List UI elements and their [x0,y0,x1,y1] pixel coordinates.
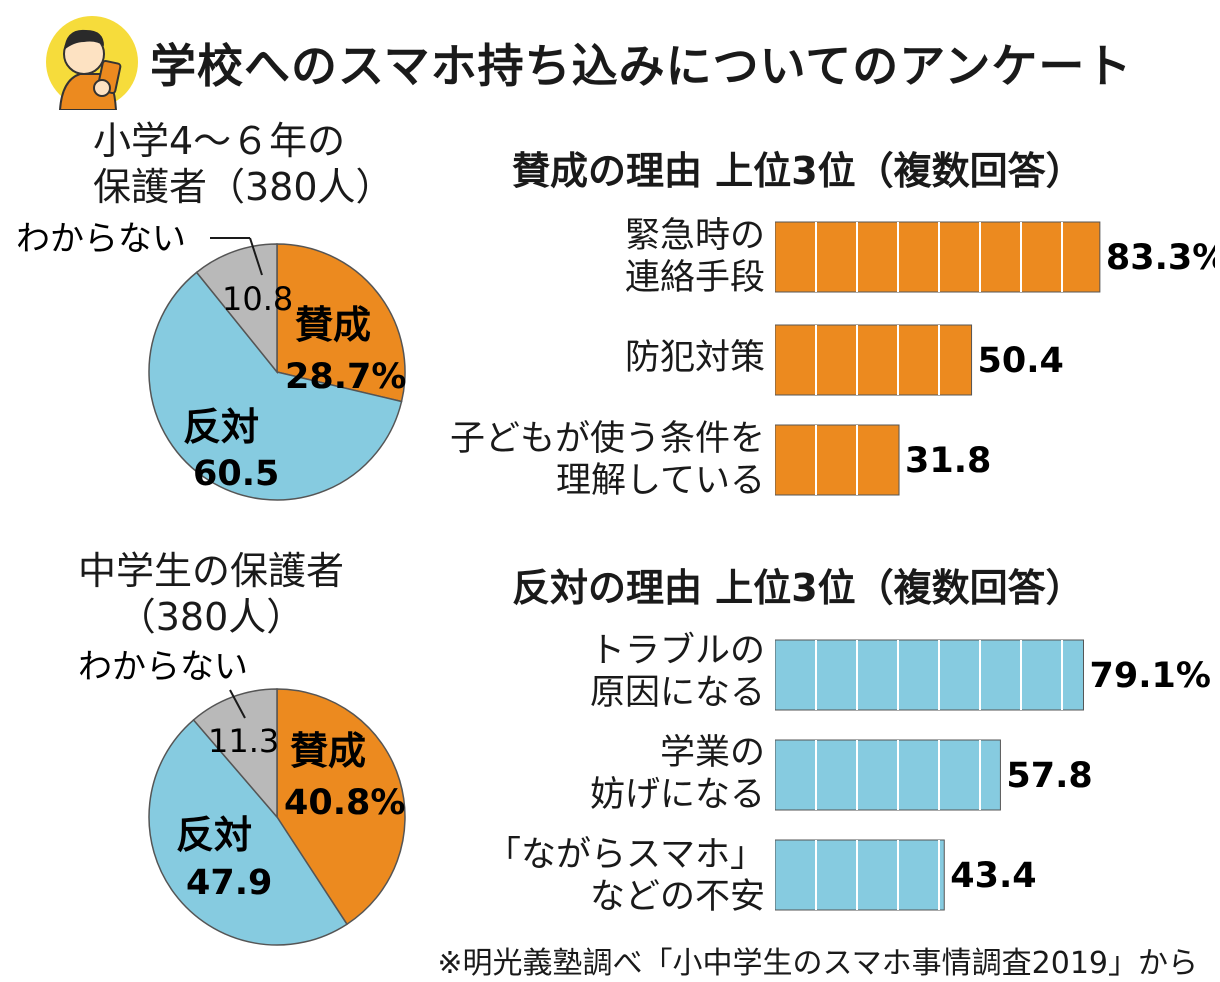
pie2-slice-unknown [192,688,278,820]
pie1-title-line2: 保護者（380人） [93,165,394,209]
bar2-bar-0 [775,639,1084,711]
bar1-category-2: 子どもが使う条件を 理解している [450,418,765,502]
pie1-title-line1: 小学4～６年の [93,119,346,163]
pie2-slice-oppose [148,718,348,946]
bar1-category-2-line1: 子どもが使う条件を [449,419,765,459]
bar1-bar-rect-1 [775,324,973,396]
bar1-category-1: 防犯対策 [625,337,765,379]
pie2-approve-label: 賛成 [290,729,366,773]
bar2-category-1: 学業の 妨げになる [590,732,765,816]
pie2-title-line2: （380人） [117,595,305,639]
bar2-category-2-line2: などの不安 [589,877,765,917]
pie1-unknown-label: わからない [16,219,186,259]
bar2-value-label-1: 57.8 [1006,756,1092,796]
bar2-bar-rect-0 [775,639,1084,711]
bar2-category-2: 「ながらスマホ」 などの不安 [486,834,765,918]
pie2-unknown-leader [229,689,246,719]
bar2-category-2-line1: 「ながらスマホ」 [486,835,765,875]
pie2-unknown-label: わからない [78,647,248,687]
bar1-value-label-2: 31.8 [905,441,991,481]
bar1-category-1-line1: 防犯対策 [624,338,765,378]
pie2-title-line1: 中学生の保護者 [78,549,345,593]
pie2-oppose-label: 反対 [176,813,252,857]
pie2-title: 中学生の保護者 （380人） [78,548,344,640]
bar1-bar-0 [775,221,1101,293]
bar2-category-0-line1: トラブルの [589,631,765,671]
bar2-category-0-line2: 原因になる [589,673,765,713]
pie2-unknown-value: 11.3 [208,722,279,760]
pie1-approve-label: 賛成 [295,303,371,347]
pie1-oppose-label: 反対 [183,405,259,449]
bar1-plot: 83.3% 50.4 31.8 [775,221,1215,496]
pie1-title: 小学4～６年の 保護者（380人） [93,118,394,210]
page-title: 学校へのスマホ持ち込みについてのアンケート [150,39,1133,93]
pie1-slice-oppose [148,271,403,501]
bar2-value-label-2: 43.4 [950,856,1036,896]
bar1-category-0-line1: 緊急時の [624,216,765,256]
bar1-title: 賛成の理由 上位3位（複数回答） [512,149,1084,193]
bar2-plot: 79.1% 57.8 43.4 [775,639,1211,911]
pie2-oppose-value: 47.9 [186,863,272,903]
bar1-bar-rect-2 [775,424,900,496]
pie1-unknown-value: 10.8 [222,280,293,318]
bar1-category-0: 緊急時の 連絡手段 [625,215,765,299]
bar2-value-label-0: 79.1% [1089,656,1210,696]
pie1-oppose-value: 60.5 [193,454,279,494]
pie1-unknown-leader-2 [249,237,263,276]
pie1-approve-value: 28.7% [285,357,406,397]
bar2-bar-1 [775,739,1001,811]
bar1-category-0-line2: 連絡手段 [624,258,765,298]
header-icon-wrap [40,10,140,111]
child-with-smartphone-icon [46,16,138,111]
bar2-category-1-line2: 妨げになる [589,775,765,815]
bar1-value-label-0: 83.3% [1106,238,1215,278]
bar1-bar-2 [775,424,900,496]
bar2-category-1-line1: 学業の [659,733,765,773]
bar1-category-2-line2: 理解している [556,461,765,501]
pie2-approve-value: 40.8% [284,783,405,823]
pie1-slice-approve [276,243,406,403]
pie1-chart: わからない 10.8 賛成 28.7% 反対 60.5 [16,219,406,501]
bar2-title: 反対の理由 上位3位（複数回答） [512,566,1084,610]
bar1-value-label-1: 50.4 [978,341,1064,381]
pie2-chart: わからない 11.3 賛成 40.8% 反対 47.9 [78,647,406,946]
bar2-bar-rect-2 [775,839,945,911]
bar2-category-0: トラブルの 原因になる [590,630,765,714]
bar1-bar-rect-0 [775,221,1101,293]
bar2-bar-2 [775,839,945,911]
pie1-slice-unknown [195,243,278,375]
source-note: ※明光義塾調べ「小中学生のスマホ事情調査2019」から [437,946,1198,981]
bar1-bar-1 [775,324,973,396]
bar2-bar-rect-1 [775,739,1001,811]
